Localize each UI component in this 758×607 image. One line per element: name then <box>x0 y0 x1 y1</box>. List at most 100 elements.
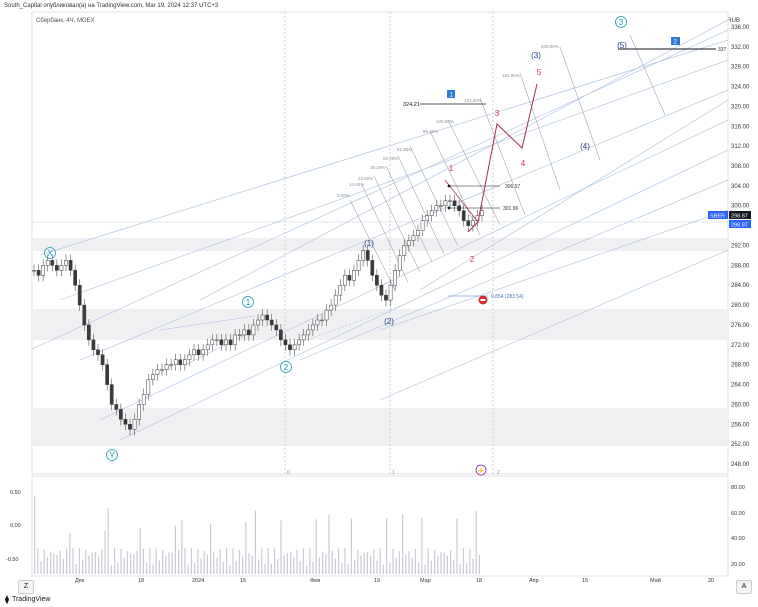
channel-lines <box>32 19 728 441</box>
volume-bar <box>219 549 221 574</box>
candle-body <box>141 394 146 405</box>
symbol-tag-text: SBER <box>710 214 725 220</box>
vol-right-tick: 40.00 <box>731 536 745 542</box>
price-tick: 268.00 <box>731 363 750 369</box>
wave-3-circle-label: 3 <box>619 18 624 27</box>
volume-bar <box>66 548 68 574</box>
candle-body <box>50 260 55 266</box>
projected-path <box>467 83 538 233</box>
volume-bar <box>331 550 333 574</box>
auto-scale-button[interactable]: A <box>736 580 752 594</box>
volume-bar <box>139 528 141 574</box>
wave-y-label: Y <box>109 451 115 460</box>
price-tick: 328.00 <box>731 65 750 71</box>
volume-bar <box>158 560 160 574</box>
zoom-button[interactable]: Z <box>18 580 34 594</box>
volume-bar <box>450 550 452 574</box>
volume-bar <box>197 548 199 574</box>
volume-bar <box>427 548 429 574</box>
volume-bar <box>190 548 192 574</box>
candle-body <box>183 359 187 365</box>
stop-icon-bar <box>480 299 486 301</box>
time-tick: Мар <box>420 578 431 584</box>
currency-label: RUB <box>727 18 740 24</box>
price-tick: 264.00 <box>731 383 750 389</box>
volume-bar <box>446 555 448 574</box>
volume-bar <box>184 548 186 574</box>
candle-body <box>356 260 361 271</box>
volume-bar <box>466 563 468 574</box>
price-tick: 260.00 <box>731 402 750 408</box>
volume-bar <box>325 553 327 574</box>
volume-bar <box>146 562 148 574</box>
candle-body <box>352 270 356 281</box>
volume-bar <box>386 518 388 574</box>
volume-bar <box>283 555 285 574</box>
candle-body <box>407 240 411 246</box>
wave-1-paren-label: (1) <box>364 239 374 248</box>
time-tick: 15 <box>240 578 246 584</box>
candle-body <box>425 215 429 221</box>
volume-left-axis: 0.50 0.00 -0.50 <box>6 490 21 563</box>
volume-bar <box>142 548 144 574</box>
volume-bar <box>437 556 439 574</box>
volume-bar <box>370 556 372 574</box>
fib-level-label: 85.40% <box>423 129 438 134</box>
candle-body <box>87 324 91 341</box>
volume-bar <box>62 558 64 574</box>
candle-body <box>205 344 210 351</box>
candle-body <box>347 275 352 281</box>
volume-bar <box>200 558 202 574</box>
candle-body <box>247 329 251 336</box>
time-tick: 18 <box>476 578 482 584</box>
fib-level-label: 100.00% <box>436 119 454 124</box>
last-price-tag <box>729 211 751 219</box>
volume-bar <box>296 549 298 574</box>
candle-body <box>228 339 233 346</box>
stop-label: 0.854 (283.54) <box>491 294 524 300</box>
volume-bar <box>418 562 420 574</box>
candle-body <box>68 260 73 271</box>
candle-body <box>55 265 59 271</box>
volume-bar <box>94 552 96 574</box>
volume-bar <box>238 549 240 574</box>
target-2-value: 337 <box>718 47 727 53</box>
volume-bar <box>322 551 324 574</box>
volume-bar <box>347 564 349 574</box>
volume-bar <box>309 548 311 574</box>
volume-bar <box>149 548 151 574</box>
candle-body <box>260 314 265 321</box>
volume-bar <box>82 559 84 574</box>
price-tick: 316.00 <box>731 124 750 130</box>
price-tick: 288.00 <box>731 263 750 269</box>
candle-body <box>146 379 151 395</box>
candle-body <box>187 354 192 360</box>
time-marker-0: 0 <box>287 470 290 476</box>
volume-bar <box>40 561 42 574</box>
volume-bar <box>98 556 100 574</box>
candle-body <box>370 260 375 276</box>
volume-bar <box>456 518 458 574</box>
candle-series <box>32 194 484 436</box>
candle-body <box>109 384 114 405</box>
level-a-value: 306.57 <box>505 184 521 190</box>
candle-body <box>292 344 297 351</box>
volume-bar <box>408 551 410 574</box>
volume-bar <box>443 552 445 574</box>
red-wave-5: 5 <box>537 68 542 77</box>
volume-bar <box>222 561 224 574</box>
volume-bar <box>56 554 58 574</box>
volume-bar <box>162 549 164 574</box>
volume-bar <box>78 548 80 574</box>
candle-body <box>192 349 196 356</box>
candle-body <box>132 419 137 430</box>
volume-bar <box>459 564 461 574</box>
brand-footer: ⧫ TradingView <box>5 595 50 604</box>
time-tick: 18 <box>138 578 144 584</box>
symbol-tag <box>708 211 728 219</box>
volume-bar <box>469 548 471 574</box>
volume-bar <box>440 552 442 574</box>
lightning-icon[interactable] <box>475 464 487 476</box>
volume-bar <box>261 548 263 574</box>
